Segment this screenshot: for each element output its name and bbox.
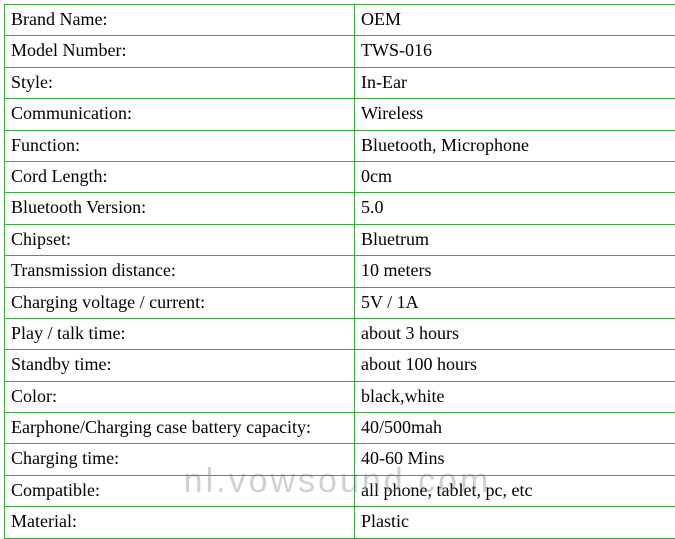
table-row: Cord Length:0cm: [5, 161, 675, 192]
table-row: Style:In-Ear: [5, 67, 675, 98]
table-row: Charging time:40-60 Mins: [5, 444, 675, 475]
table-row: Standby time:about 100 hours: [5, 350, 675, 381]
spec-label: Standby time:: [5, 350, 355, 381]
table-row: Earphone/Charging case battery capacity:…: [5, 413, 675, 444]
spec-label: Chipset:: [5, 224, 355, 255]
spec-label: Compatible:: [5, 475, 355, 506]
spec-table-body: Brand Name:OEM Model Number:TWS-016 Styl…: [5, 5, 675, 539]
spec-value: about 100 hours: [355, 350, 675, 381]
spec-value: 40-60 Mins: [355, 444, 675, 475]
table-row: Bluetooth Version:5.0: [5, 193, 675, 224]
spec-label: Charging time:: [5, 444, 355, 475]
table-row: Model Number:TWS-016: [5, 36, 675, 67]
table-row: Color:black,white: [5, 381, 675, 412]
spec-value: OEM: [355, 5, 675, 36]
spec-value: 0cm: [355, 161, 675, 192]
table-row: Charging voltage / current:5V / 1A: [5, 287, 675, 318]
spec-label: Transmission distance:: [5, 256, 355, 287]
spec-table: Brand Name:OEM Model Number:TWS-016 Styl…: [4, 4, 675, 539]
table-row: Function:Bluetooth, Microphone: [5, 130, 675, 161]
spec-value: 40/500mah: [355, 413, 675, 444]
spec-label: Cord Length:: [5, 161, 355, 192]
spec-value: 5V / 1A: [355, 287, 675, 318]
spec-value: 5.0: [355, 193, 675, 224]
table-row: Brand Name:OEM: [5, 5, 675, 36]
spec-label: Brand Name:: [5, 5, 355, 36]
table-row: Transmission distance:10 meters: [5, 256, 675, 287]
spec-label: Style:: [5, 67, 355, 98]
spec-value: TWS-016: [355, 36, 675, 67]
spec-label: Charging voltage / current:: [5, 287, 355, 318]
spec-label: Play / talk time:: [5, 318, 355, 349]
spec-value: Bluetrum: [355, 224, 675, 255]
spec-value: 10 meters: [355, 256, 675, 287]
spec-label: Earphone/Charging case battery capacity:: [5, 413, 355, 444]
table-row: Compatible:all phone, tablet, pc, etc: [5, 475, 675, 506]
spec-value: about 3 hours: [355, 318, 675, 349]
table-row: Play / talk time:about 3 hours: [5, 318, 675, 349]
spec-value: Plastic: [355, 507, 675, 538]
table-row: Material:Plastic: [5, 507, 675, 538]
spec-value: In-Ear: [355, 67, 675, 98]
table-row: Communication:Wireless: [5, 99, 675, 130]
spec-label: Bluetooth Version:: [5, 193, 355, 224]
spec-label: Function:: [5, 130, 355, 161]
spec-label: Communication:: [5, 99, 355, 130]
spec-label: Material:: [5, 507, 355, 538]
spec-label: Color:: [5, 381, 355, 412]
spec-value: all phone, tablet, pc, etc: [355, 475, 675, 506]
spec-value: Bluetooth, Microphone: [355, 130, 675, 161]
spec-value: Wireless: [355, 99, 675, 130]
spec-label: Model Number:: [5, 36, 355, 67]
spec-value: black,white: [355, 381, 675, 412]
table-row: Chipset:Bluetrum: [5, 224, 675, 255]
